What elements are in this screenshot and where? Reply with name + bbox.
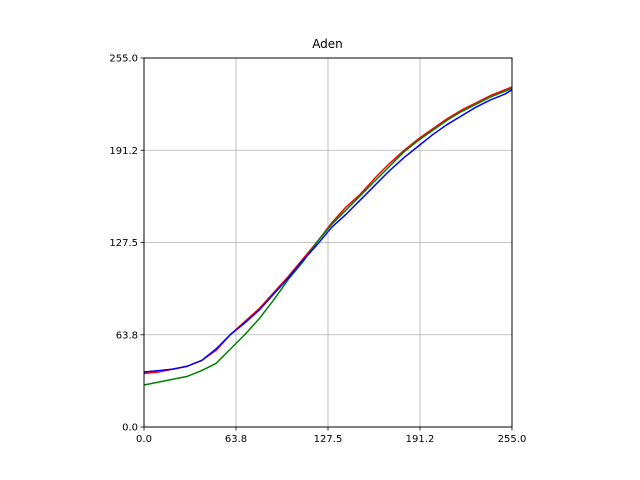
y-tick-label: 0.0 [122,423,138,434]
x-axis: 0.0 63.8 127.5 191.2 255.0 [136,427,526,445]
y-tick-label: 127.5 [109,238,138,249]
y-tick-label: 255.0 [109,54,138,65]
y-tick-label: 191.2 [109,146,138,157]
x-tick-label: 255.0 [498,434,527,445]
chart-title: Aden [312,37,343,51]
series-line-3 [143,89,513,373]
x-tick-label: 63.8 [225,434,247,445]
x-tick-label: 127.5 [314,434,343,445]
x-tick-label: 0.0 [136,434,152,445]
y-tick-label: 63.8 [116,330,138,341]
series-group [143,86,513,386]
series-line-2 [143,87,513,386]
x-tick-label: 191.2 [406,434,435,445]
y-axis: 0.0 63.8 127.5 191.2 255.0 [109,54,144,434]
